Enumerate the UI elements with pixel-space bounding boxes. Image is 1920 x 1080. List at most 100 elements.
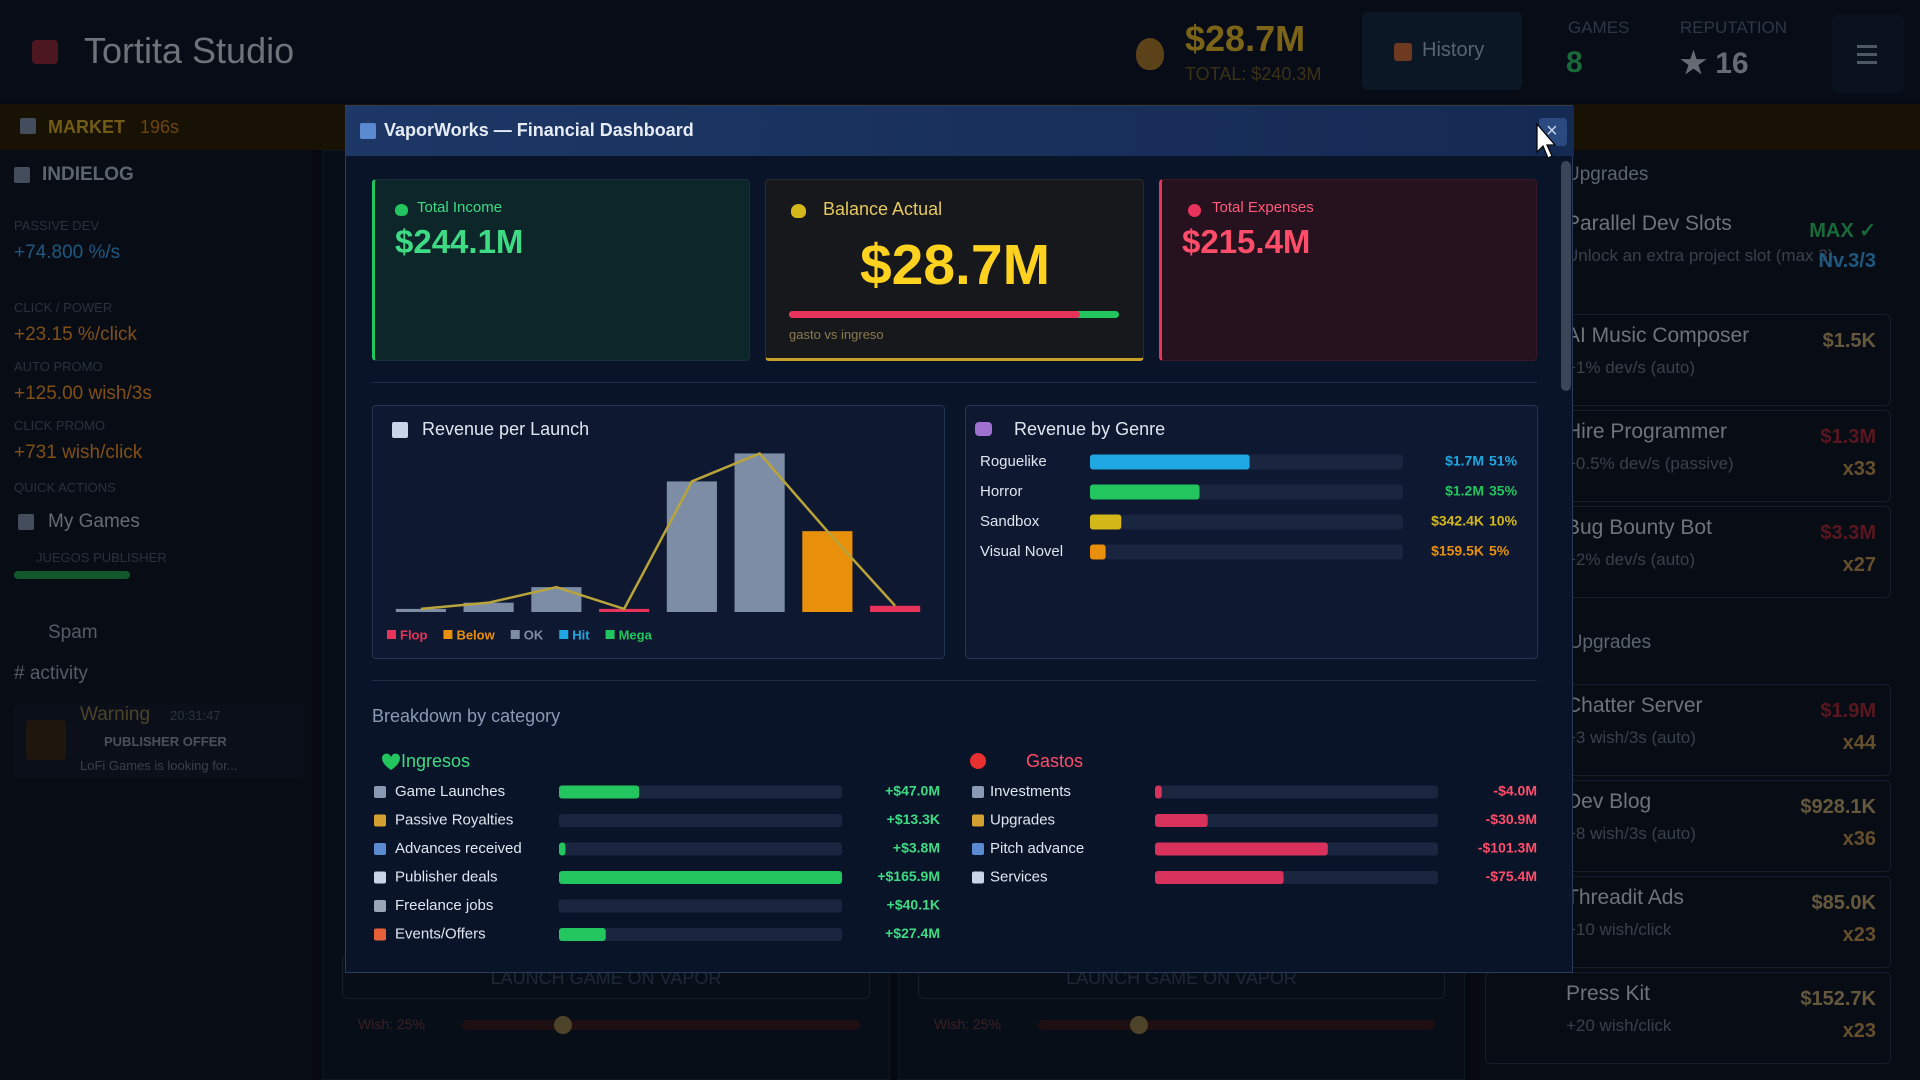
divider [372, 680, 1537, 681]
sidebar-icon [14, 167, 30, 183]
upgrade-price: MAX ✓ [1809, 220, 1876, 242]
wish-knob [1130, 1016, 1148, 1034]
modal-icon [360, 123, 376, 139]
stat-value: +731 wish/click [14, 442, 143, 463]
upgrade-name: AI Music Composer [1566, 324, 1750, 347]
upgrade-desc: +20 wish/click [1566, 1016, 1672, 1035]
upgrade-desc: Unlock an extra project slot (max 3) [1566, 246, 1834, 265]
stat-label: CLICK / POWER [14, 300, 113, 315]
modal: VaporWorks — Financial Dashboard × Total I… [345, 105, 1574, 973]
upgrade-price: $928.1K [1800, 796, 1876, 818]
upgrade-name: Hire Programmer [1566, 420, 1728, 443]
market-label: MARKET [48, 117, 125, 137]
money-bag [1136, 38, 1164, 70]
modal-header [346, 106, 1574, 156]
launch-label: LAUNCH GAME ON VAPOR [490, 968, 722, 988]
upgrade-count: x27 [1842, 554, 1876, 576]
history-label: History [1422, 39, 1485, 61]
wish-slider [1038, 1020, 1435, 1030]
upgrade-card[interactable] [1485, 972, 1891, 1064]
upgrade-desc: +8 wish/3s (auto) [1566, 824, 1696, 843]
upgrade-desc: +1% dev/s (auto) [1566, 358, 1695, 377]
stat-label: AUTO PROMO [14, 359, 103, 374]
launch-label: LAUNCH GAME ON VAPOR [1066, 968, 1297, 988]
upgrade-count: Nv.3/3 [1818, 250, 1876, 272]
market-timer: 196s [140, 117, 180, 137]
income-title: Total Income [417, 199, 503, 216]
income-value: $244.1M [395, 223, 524, 260]
publisher: JUEGOS PUBLISHER [36, 550, 167, 565]
expenses-card: Total Expenses $215.4M [1159, 179, 1537, 361]
stat-label: CLICK PROMO [14, 418, 106, 433]
reputation: ★ 16 [1680, 47, 1749, 80]
my-games-icon [18, 514, 34, 530]
warning-time: 20:31:47 [170, 708, 221, 723]
history-button[interactable]: History [1362, 12, 1522, 90]
games-label: GAMES [1568, 18, 1630, 37]
upgrade-price: $1.3M [1820, 426, 1876, 448]
divider [372, 382, 1537, 383]
reputation-label: REPUTATION [1680, 18, 1788, 37]
upgrade-name: Parallel Dev Slots [1566, 212, 1732, 235]
stat-value: +74.800 %/s [14, 242, 121, 263]
sidebar [0, 150, 312, 1080]
my-games[interactable]: My Games [48, 511, 140, 532]
warning-avatar [26, 720, 66, 760]
upgrade-price: $1.9M [1820, 700, 1876, 722]
upgrade-price: $85.0K [1811, 892, 1877, 914]
wish-slider [462, 1020, 860, 1030]
upgrade-count: x44 [1842, 732, 1876, 754]
wish-knob [554, 1016, 572, 1034]
spam[interactable]: Spam [48, 622, 98, 643]
expenses-title: Total Expenses [1212, 199, 1314, 216]
stat-label: PASSIVE DEV [14, 218, 100, 233]
close-label: × [1546, 120, 1558, 142]
menu-icon-line [1857, 45, 1877, 48]
upgrade-count: x23 [1842, 924, 1876, 946]
menu-button[interactable] [1832, 15, 1904, 93]
upgrade-name: Bug Bounty Bot [1566, 516, 1712, 539]
launch-panel [372, 405, 945, 659]
modal-title: VaporWorks — Financial Dashboard [384, 120, 694, 140]
warning: Warning [80, 704, 151, 725]
upgrade-desc: +10 wish/click [1566, 920, 1672, 939]
menu-icon-line [1857, 61, 1877, 64]
balance-caption: gasto vs ingreso [789, 327, 884, 342]
quick-actions: QUICK ACTIONS [14, 480, 116, 495]
upgrade-count: x33 [1842, 458, 1876, 480]
expenses-value: $215.4M [1182, 223, 1311, 260]
market-icon [20, 118, 36, 134]
sidebar-title: INDIELOG [42, 164, 134, 185]
wish-label: Wish: 25% [358, 1016, 425, 1032]
wish-label: Wish: 25% [934, 1016, 1001, 1032]
offer-text: LoFi Games is looking for... [80, 758, 238, 773]
upgrade-count: x23 [1842, 1020, 1876, 1042]
upgrade-name: Threadit Ads [1566, 886, 1684, 909]
breakdown-title: Breakdown by category [372, 706, 561, 726]
top-bar [0, 0, 1920, 100]
upgrade-desc: +0.5% dev/s (passive) [1566, 454, 1734, 473]
upgrade-desc: +3 wish/3s (auto) [1566, 728, 1696, 747]
modal-scrollbar [1561, 161, 1571, 391]
games-count: 8 [1566, 46, 1583, 79]
menu-icon-line [1857, 53, 1877, 56]
upgrade-desc: +2% dev/s (auto) [1566, 550, 1695, 569]
upgrade-count: x36 [1842, 828, 1876, 850]
upgrade-price: $152.7K [1800, 988, 1876, 1010]
money: $28.7M [1185, 18, 1306, 59]
genre-panel [965, 405, 1538, 659]
balance-title: Balance Actual [823, 199, 943, 219]
income-card: Total Income $244.1M [372, 179, 750, 361]
upgrade-name: Chatter Server [1566, 694, 1703, 717]
money-total: TOTAL: $240.3M [1185, 64, 1322, 84]
upgrade-name: Press Kit [1566, 982, 1651, 1005]
income-icon [395, 204, 408, 216]
warning-card: Warning 20:31:47 PUBLISHER OFFER LoFi Games… [14, 704, 304, 778]
studio-name: Tortita Studio [84, 30, 295, 71]
upgrades-title: Upgrades [1566, 164, 1649, 185]
balance-icon [791, 204, 806, 218]
balance-value: $28.7M [859, 233, 1051, 297]
balance-card: Balance Actual $28.7M gasto vs ingreso [765, 179, 1144, 361]
close-button[interactable]: × [1539, 118, 1567, 146]
